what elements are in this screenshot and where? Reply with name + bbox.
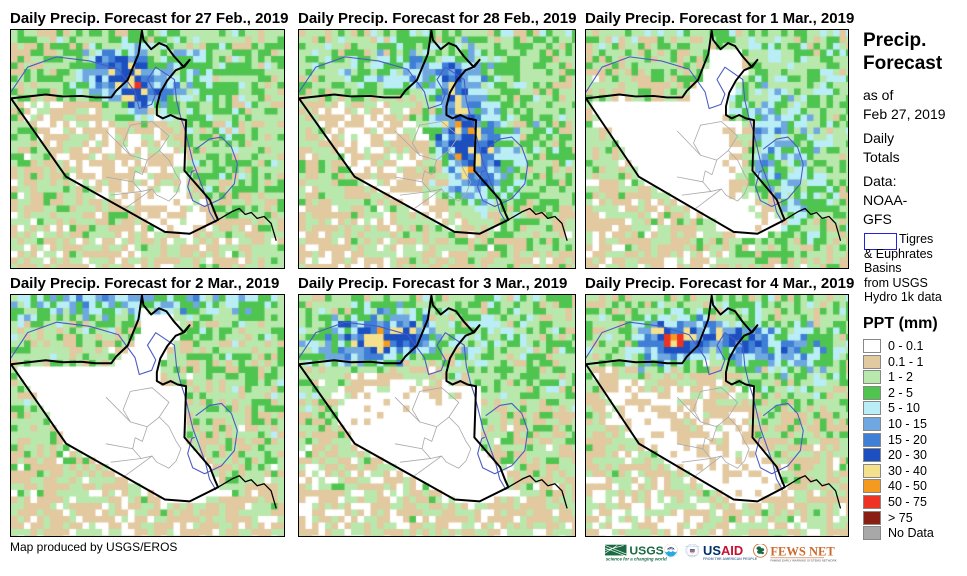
svg-text:FROM THE AMERICAN PEOPLE: FROM THE AMERICAN PEOPLE xyxy=(703,557,758,561)
svg-text:FAMINE EARLY WARNING SYSTEMS N: FAMINE EARLY WARNING SYSTEMS NETWORK xyxy=(770,558,836,562)
svg-text:science for a changing world: science for a changing world xyxy=(606,556,667,561)
svg-text:USGS: USGS xyxy=(629,544,663,558)
svg-text:USAID: USAID xyxy=(703,544,743,558)
svg-text:DEVELOPMENT: DEVELOPMENT xyxy=(688,554,696,556)
svg-text:FEWS NET: FEWS NET xyxy=(770,544,835,558)
